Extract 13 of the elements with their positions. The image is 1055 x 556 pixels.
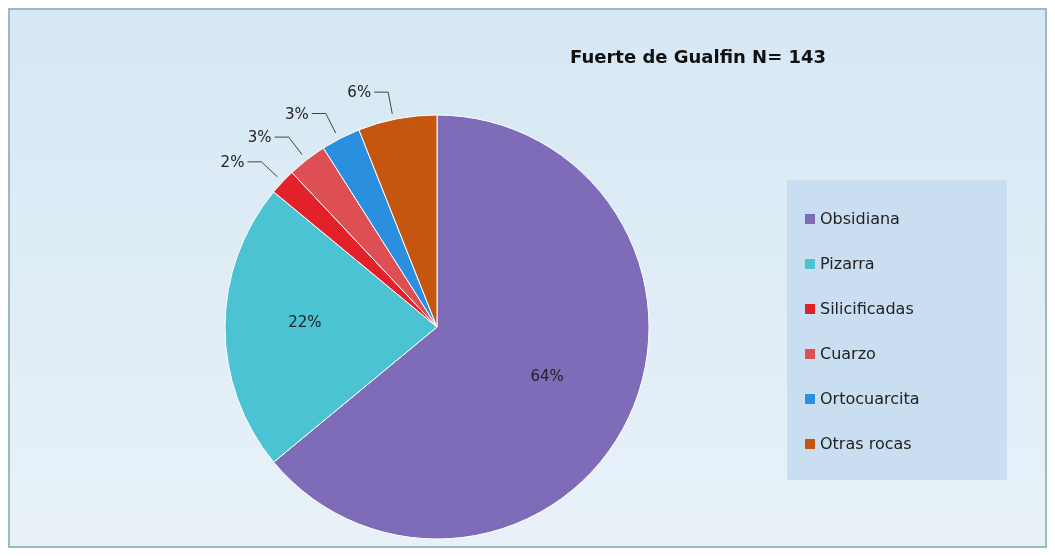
data-label: 22% xyxy=(288,313,322,331)
legend-label: Cuarzo xyxy=(820,344,876,363)
legend-label: Pizarra xyxy=(820,254,875,273)
data-label: 64% xyxy=(530,367,564,386)
chart-title: Fuerte de Gualfin N= 143 xyxy=(570,46,827,67)
slice-label: Obsidiana xyxy=(820,209,900,228)
legend-label: Silicificadas xyxy=(820,299,914,318)
legend-label: Ortocuarcita xyxy=(820,389,920,408)
data-label: 2% xyxy=(220,152,245,171)
data-label: 6% xyxy=(347,83,372,102)
data-label: 3% xyxy=(247,128,272,147)
data-label: 3% xyxy=(284,104,309,123)
legend-label: Otras rocas xyxy=(820,434,912,453)
